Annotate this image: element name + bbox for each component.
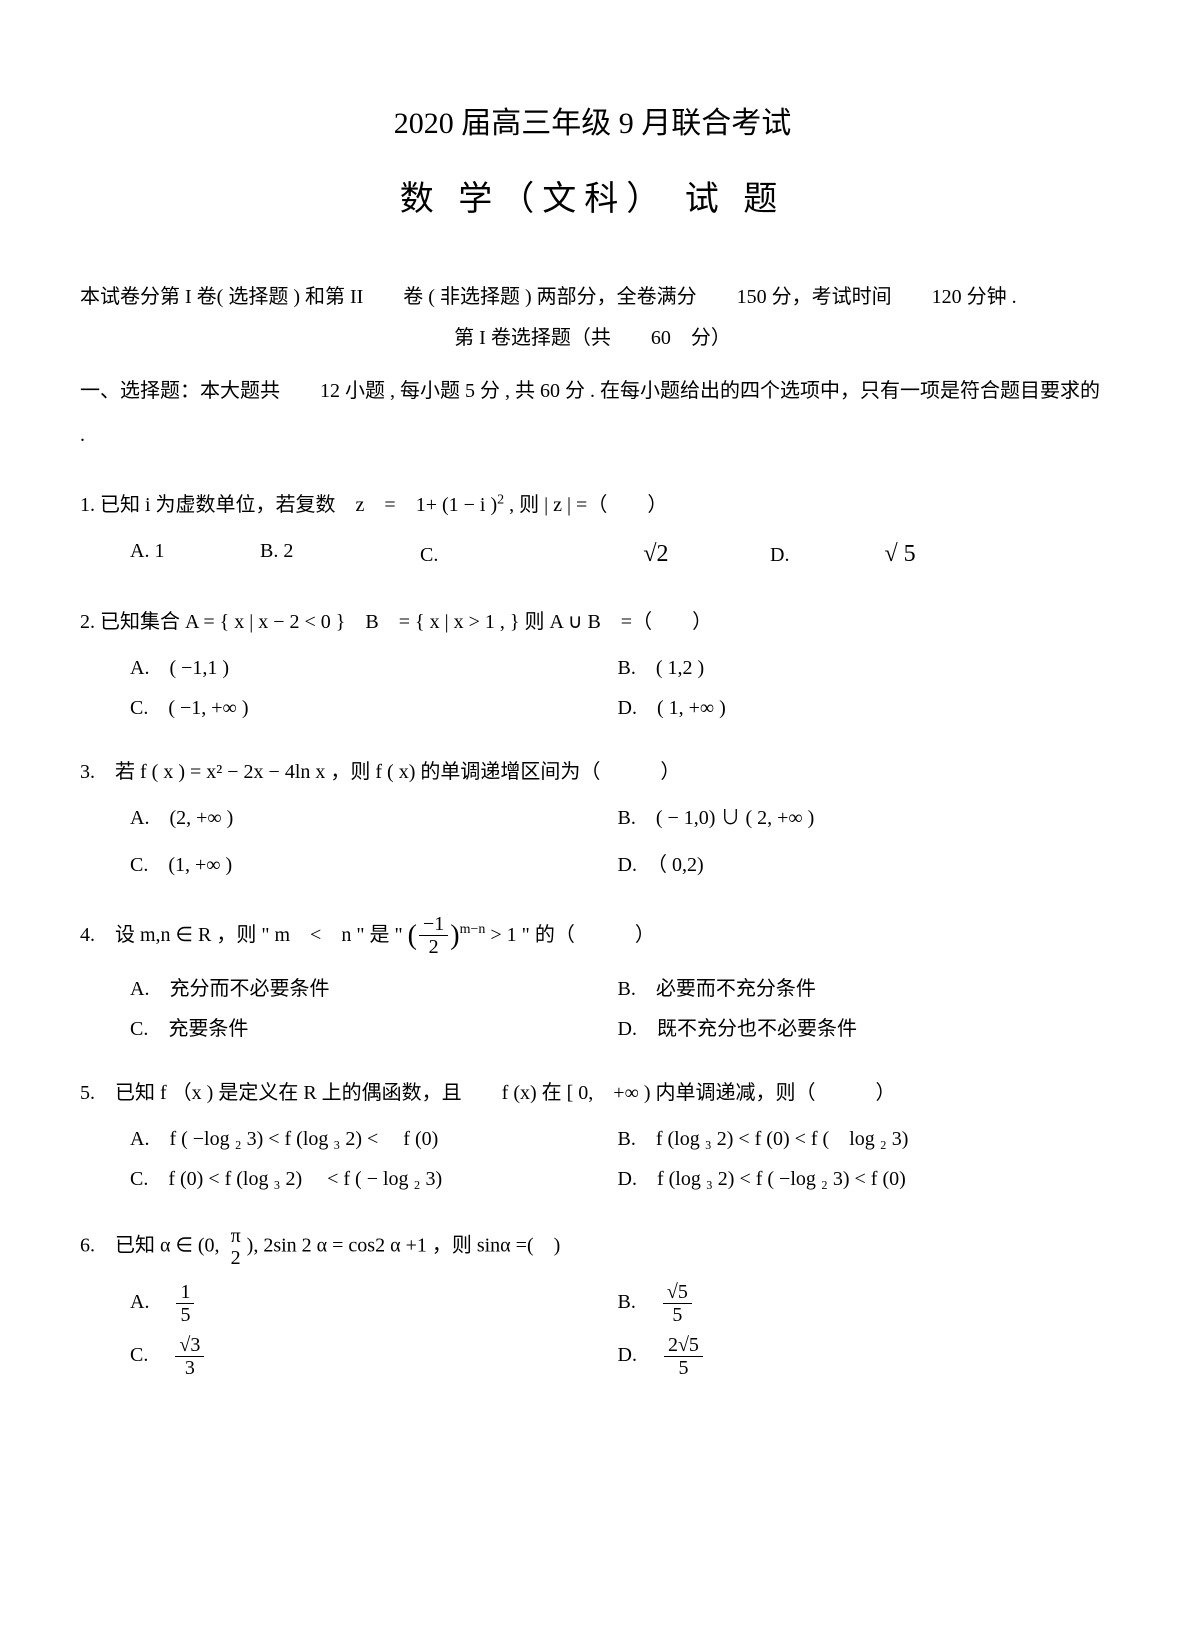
q3-optD: D. （ 0,2): [618, 849, 1106, 881]
q6-optC-label: C.: [130, 1344, 168, 1366]
q6-optA-frac: 1 5: [176, 1281, 194, 1326]
question-2: 2. 已知集合 A = { x | x − 2 < 0 } B = { x | …: [80, 604, 1105, 724]
q5-optA: A. f ( −log ₂ 3) < f (log ₃ 2) < f (0): [130, 1123, 618, 1155]
q6-optA-num: 1: [176, 1281, 194, 1304]
q4-stem-post: > 1 " 的（ ）: [490, 924, 654, 946]
q6-optD-frac: 2√5 5: [664, 1334, 703, 1379]
q5-optC: C. f (0) < f (log ₃ 2) < f ( − log ₂ 3): [130, 1163, 618, 1195]
q6-optB-num: √5: [663, 1281, 692, 1304]
exam-subtitle: 数 学（文科） 试 题: [80, 173, 1105, 227]
q3-optB: B. ( − 1,0) ∪ ( 2, +∞ ): [618, 802, 1106, 834]
q3-options: A. (2, +∞ ) B. ( − 1,0) ∪ ( 2, +∞ ) C. (…: [80, 802, 1105, 881]
q4-optD: D. 既不充分也不必要条件: [618, 1013, 1106, 1045]
part1-note: 第 I 卷选择题（共 60 分）: [80, 322, 1105, 354]
question-3: 3. 若 f ( x ) = x² − 2x − 4ln x ，则 f ( x)…: [80, 754, 1105, 881]
q1-optD-val: √ 5: [884, 541, 915, 567]
q1-stem-post: , 则 | z | =（ ）: [504, 494, 667, 516]
q6-optA-label: A.: [130, 1291, 169, 1313]
q6-pi-frac: π 2: [227, 1225, 245, 1269]
q6-optC-wrap: C. √3 3: [130, 1334, 618, 1379]
q4-optA: A. 充分而不必要条件: [130, 973, 618, 1005]
q6-optB-den: 5: [668, 1304, 686, 1326]
q1-stem: 1. 已知 i 为虚数单位，若复数 z = 1+ (1 − i )2 , 则 |…: [80, 487, 1105, 523]
q1-optC-wrap: C. √2: [420, 535, 770, 573]
q5-optD: D. f (log ₃ 2) < f ( −log ₂ 3) < f (0): [618, 1163, 1106, 1195]
q3-stem: 3. 若 f ( x ) = x² − 2x − 4ln x ，则 f ( x)…: [80, 754, 1105, 790]
q3-optA: A. (2, +∞ ): [130, 802, 618, 834]
q6-optC-num: √3: [175, 1334, 204, 1357]
q5-optB: B. f (log ₃ 2) < f (0) < f ( log ₂ 3): [618, 1123, 1106, 1155]
q1-options: A. 1 B. 2 C. √2 D. √ 5: [80, 535, 1105, 573]
q6-optB-frac: √5 5: [663, 1281, 692, 1326]
q6-pi-num: π: [227, 1225, 245, 1247]
exam-title: 2020 届高三年级 9 月联合考试: [80, 100, 1105, 148]
q6-stem: 6. 已知 α ∈ (0, π 2 ), 2sin 2 α = cos2 α +…: [80, 1225, 1105, 1269]
q5-options: A. f ( −log ₂ 3) < f (log ₃ 2) < f (0) B…: [80, 1123, 1105, 1195]
q6-optD-wrap: D. 2√5 5: [618, 1334, 1106, 1379]
q4-optC: C. 充要条件: [130, 1013, 618, 1045]
q6-options: A. 1 5 B. √5 5 C. √3 3: [80, 1281, 1105, 1379]
q6-optC-frac: √3 3: [175, 1334, 204, 1379]
q4-frac-den: 2: [425, 936, 443, 958]
paren-close: ): [450, 920, 459, 951]
q1-optC: C.: [420, 544, 438, 566]
question-1: 1. 已知 i 为虚数单位，若复数 z = 1+ (1 − i )2 , 则 |…: [80, 487, 1105, 573]
q6-optD-num: 2√5: [664, 1334, 703, 1357]
q4-sup: m−n: [460, 922, 486, 937]
q2-options: A. ( −1,1 ) B. ( 1,2 ) C. ( −1, +∞ ) D. …: [80, 652, 1105, 724]
q6-stem-post: ), 2sin 2 α = cos2 α +1 ，则 sinα =( ): [247, 1235, 561, 1257]
q4-options: A. 充分而不必要条件 B. 必要而不充分条件 C. 充要条件 D. 既不充分也…: [80, 973, 1105, 1045]
question-4: 4. 设 m,n ∈ R ，则 " m < n " 是 " ( −1 2 )m−…: [80, 911, 1105, 1045]
q4-optB: B. 必要而不充分条件: [618, 973, 1106, 1005]
q1-stem-pre: 1. 已知 i 为虚数单位，若复数 z = 1+ (1 − i ): [80, 494, 497, 516]
q4-stem: 4. 设 m,n ∈ R ，则 " m < n " 是 " ( −1 2 )m−…: [80, 911, 1105, 961]
q2-optA: A. ( −1,1 ): [130, 652, 618, 684]
q2-optD: D. ( 1, +∞ ): [618, 692, 1106, 724]
q4-frac: −1 2: [419, 913, 448, 958]
paren-open: (: [408, 920, 417, 951]
q4-frac-num: −1: [419, 913, 448, 936]
q3-optC: C. (1, +∞ ): [130, 849, 618, 881]
q1-optD-wrap: D. √ 5: [770, 535, 950, 573]
q5-stem: 5. 已知 f （x ) 是定义在 R 上的偶函数，且 f (x) 在 [ 0,…: [80, 1075, 1105, 1111]
section1-title: 一、选择题：本大题共 12 小题 , 每小题 5 分 , 共 60 分 . 在每…: [80, 369, 1105, 457]
q6-optB-label: B.: [618, 1291, 656, 1313]
q6-optB-wrap: B. √5 5: [618, 1281, 1106, 1326]
q1-optA: A. 1: [130, 535, 260, 573]
question-6: 6. 已知 α ∈ (0, π 2 ), 2sin 2 α = cos2 α +…: [80, 1225, 1105, 1379]
q2-optB: B. ( 1,2 ): [618, 652, 1106, 684]
q4-stem-pre: 4. 设 m,n ∈ R ，则 " m < n " 是 ": [80, 924, 408, 946]
q2-stem: 2. 已知集合 A = { x | x − 2 < 0 } B = { x | …: [80, 604, 1105, 640]
q6-optC-den: 3: [181, 1357, 199, 1379]
q6-optA-wrap: A. 1 5: [130, 1281, 618, 1326]
q6-optA-den: 5: [176, 1304, 194, 1326]
q6-pi-den: 2: [227, 1247, 245, 1269]
q6-stem-pre: 6. 已知 α ∈ (0,: [80, 1235, 225, 1257]
q1-optC-val: √2: [643, 541, 668, 567]
q6-optD-label: D.: [618, 1344, 657, 1366]
q2-optC: C. ( −1, +∞ ): [130, 692, 618, 724]
q1-optB: B. 2: [260, 535, 420, 573]
q1-optD: D.: [770, 544, 789, 566]
exam-intro: 本试卷分第 I 卷( 选择题 ) 和第 II 卷 ( 非选择题 ) 两部分，全卷…: [80, 277, 1105, 317]
question-5: 5. 已知 f （x ) 是定义在 R 上的偶函数，且 f (x) 在 [ 0,…: [80, 1075, 1105, 1195]
q6-optD-den: 5: [674, 1357, 692, 1379]
